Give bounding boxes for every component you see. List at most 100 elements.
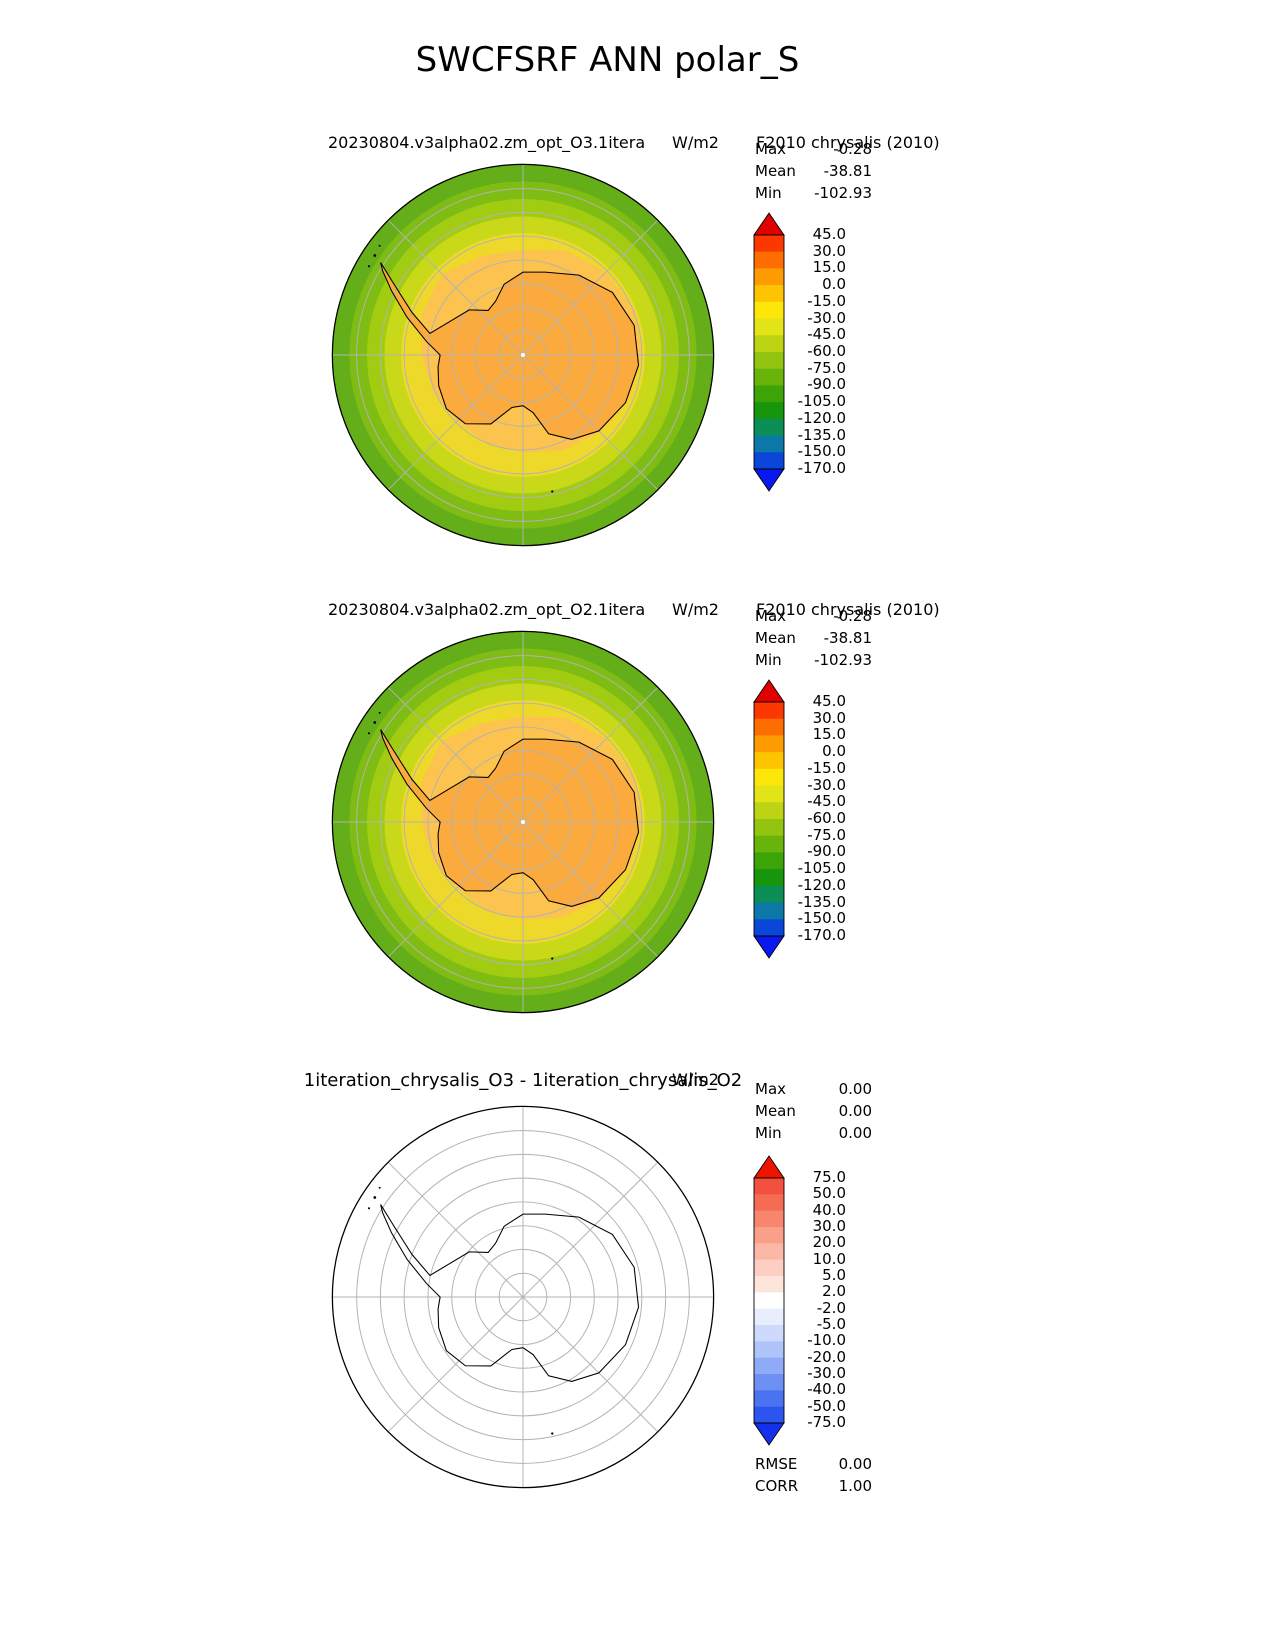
colorbar-segment <box>754 768 784 787</box>
stat-mean: Mean -38.81 <box>755 162 872 184</box>
stat-corr-label: CORR <box>755 1477 799 1495</box>
colorbar-arrow-bottom <box>753 1422 785 1446</box>
colorbar-segment <box>754 785 784 803</box>
colorbar-tick-label: 30.0 <box>812 708 846 727</box>
stat-corr: CORR 1.00 <box>755 1477 872 1499</box>
colorbar-ticks-o3: 45.0 30.0 15.0 0.0 -15.0 -30.0 -45.0 -60.0 -75.0… <box>790 226 846 476</box>
stat-mean: Mean -38.81 <box>755 629 872 651</box>
colorbar-segment <box>754 702 784 720</box>
colorbar-segment <box>754 885 784 904</box>
colorbar-segment <box>754 718 784 737</box>
stat-rmse-label: RMSE <box>755 1455 798 1473</box>
colorbar-segment <box>754 251 784 270</box>
colorbar-tick-label: -75.0 <box>807 1413 846 1431</box>
colorbar-tick-label: -5.0 <box>816 1315 846 1333</box>
stat-mean-value: -38.81 <box>823 162 872 180</box>
polar-map-o3 <box>331 163 715 547</box>
colorbar-segment <box>754 902 784 920</box>
colorbar-segment <box>754 1308 784 1326</box>
stat-mean-label: Mean <box>755 629 796 647</box>
panel-diff: 1iteration_chrysalis_O3 - 1iteration_chr… <box>0 1070 1275 1550</box>
colorbar-tick-label: -40.0 <box>807 1380 846 1399</box>
colorbar-tick-label: 45.0 <box>812 225 846 243</box>
colorbar-segment <box>754 268 784 286</box>
stat-mean-value: 0.00 <box>838 1102 872 1120</box>
colorbar-tick-label: -105.0 <box>797 392 846 411</box>
stat-min-label: Min <box>755 184 782 202</box>
polar-map-diff <box>331 1105 715 1489</box>
colorbar-tick-label: 30.0 <box>812 1217 846 1235</box>
colorbar-ticks-o2: 45.0 30.0 15.0 0.0 -15.0 -30.0 -45.0 -60.0 -75.0… <box>790 693 846 943</box>
panel-o2: 20230804.v3alpha02.zm_opt_O2.1itera W/m2… <box>0 600 1275 1070</box>
diff-title: 1iteration_chrysalis_O3 - 1iteration_chr… <box>303 1070 743 1091</box>
colorbar-segment <box>754 435 784 453</box>
map-boundary <box>331 630 715 1014</box>
graticule <box>332 1106 714 1488</box>
stat-min-value: 0.00 <box>838 1124 872 1142</box>
colorbar-segment <box>754 819 784 837</box>
colorbar-tick-label: -20.0 <box>807 1347 846 1366</box>
stat-max-label: Max <box>755 140 787 158</box>
stat-min: Min -102.93 <box>755 651 872 673</box>
colorbar-tick-label: 50.0 <box>812 1184 846 1203</box>
colorbar-segment <box>754 919 784 937</box>
reference-title: F2010 chrysalis (2010) <box>756 133 940 152</box>
stat-max: Max -0.28 <box>755 140 872 162</box>
colorbar-tick-label: -170.0 <box>797 459 846 477</box>
colorbar-tick-label: 5.0 <box>822 1266 846 1284</box>
colorbar-segment <box>754 352 784 370</box>
colorbar-arrow-top <box>753 1155 785 1179</box>
colorbar-segment <box>754 802 784 820</box>
stat-max-value: -0.28 <box>833 607 872 625</box>
colorbar-tick-label: 0.0 <box>822 275 846 294</box>
stat-max-label: Max <box>755 607 787 625</box>
units-label: W/m2 <box>672 133 719 152</box>
stat-max: Max 0.00 <box>755 1080 872 1102</box>
map-boundary <box>331 1105 715 1489</box>
stat-rmse-value: 0.00 <box>838 1455 872 1473</box>
stat-max-value: 0.00 <box>838 1080 872 1098</box>
page-title: SWCFSRF ANN polar_S <box>415 40 800 80</box>
colorbar-tick-label: -75.0 <box>807 825 846 844</box>
test-run-title: 20230804.v3alpha02.zm_opt_O3.1itera <box>328 133 646 152</box>
colorbar-segment <box>754 1259 784 1277</box>
stat-max: Max -0.28 <box>755 607 872 629</box>
colorbar-segment <box>754 752 784 770</box>
colorbar-tick-label: -150.0 <box>797 909 846 928</box>
colorbar-tick-label: -15.0 <box>807 291 846 310</box>
stat-min-label: Min <box>755 1124 782 1142</box>
reference-title: F2010 chrysalis (2010) <box>756 600 940 619</box>
colorbar-o2 <box>753 679 785 959</box>
units-label: W/m2 <box>672 1070 719 1089</box>
colorbar-arrow-bottom <box>753 468 785 492</box>
colorbar-tick-label: -120.0 <box>797 875 846 894</box>
colorbar-segment <box>754 1406 784 1424</box>
polar-map-o2 <box>331 630 715 1014</box>
colorbar-tick-label: -15.0 <box>807 758 846 777</box>
colorbar-segment <box>754 1374 784 1391</box>
colorbar-segment <box>754 318 784 336</box>
colorbar-tick-label: -30.0 <box>807 775 846 794</box>
stat-min-value: -102.93 <box>814 184 872 202</box>
colorbar-tick-label: -150.0 <box>797 442 846 461</box>
stat-corr-value: 1.00 <box>838 1477 872 1495</box>
pole-dot <box>520 352 526 358</box>
stat-max-label: Max <box>755 1080 787 1098</box>
colorbar-arrow-top <box>753 212 785 236</box>
colorbar-tick-label: 0.0 <box>822 742 846 761</box>
colorbar-tick-label: 10.0 <box>812 1249 846 1268</box>
stat-min: Min 0.00 <box>755 1124 872 1146</box>
colorbar-tick-label: -135.0 <box>797 425 846 444</box>
colorbar-tick-label: -105.0 <box>797 859 846 878</box>
colorbar-tick-label: 2.0 <box>822 1282 846 1301</box>
colorbar-segment <box>754 1325 784 1342</box>
colorbar-segment <box>754 368 784 387</box>
colorbar-segment <box>754 835 784 854</box>
map-boundary <box>331 163 715 547</box>
stat-min: Min -102.93 <box>755 184 872 206</box>
colorbar-arrow-bottom <box>753 935 785 959</box>
colorbar-segment <box>754 1357 784 1375</box>
colorbar-tick-label: -120.0 <box>797 408 846 427</box>
colorbar-tick-label: -45.0 <box>807 325 846 344</box>
stat-rmse: RMSE 0.00 <box>755 1455 872 1477</box>
